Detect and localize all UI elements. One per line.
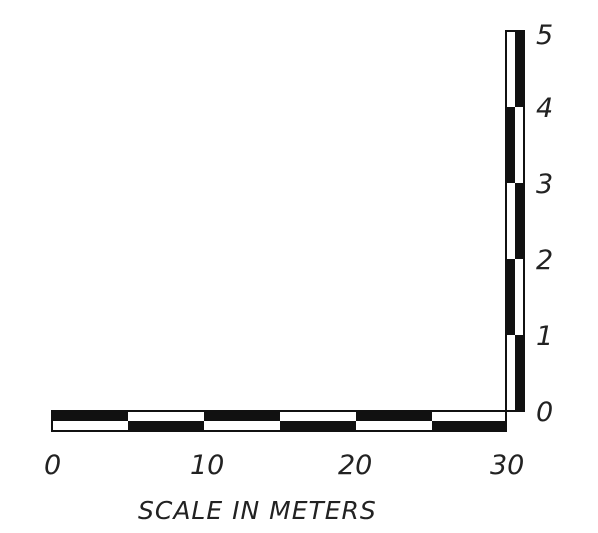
h-seg-1-top — [52, 411, 128, 421]
v-tick-label-5: 5 — [536, 20, 553, 51]
v-tick-label-2: 2 — [536, 245, 553, 276]
horizontal-scale-bar — [51, 410, 507, 432]
v-seg-1-right — [515, 31, 524, 107]
v-seg-5-right — [515, 335, 524, 411]
h-tick-label-10: 10 — [190, 450, 224, 481]
v-tick-label-1: 1 — [536, 321, 553, 352]
h-tick-label-20: 20 — [338, 450, 372, 481]
h-seg-2-bottom — [128, 421, 204, 431]
vertical-scale-bar — [505, 30, 525, 412]
h-tick-label-30: 30 — [490, 450, 524, 481]
h-seg-4-bottom — [280, 421, 356, 431]
v-tick-label-0: 0 — [536, 397, 553, 428]
v-tick-label-4: 4 — [536, 93, 553, 124]
h-seg-5-top — [356, 411, 432, 421]
v-seg-2-left — [506, 107, 515, 183]
h-seg-3-top — [204, 411, 280, 421]
v-seg-3-right — [515, 183, 524, 259]
scale-caption: SCALE IN METERS — [138, 496, 377, 525]
v-seg-4-left — [506, 259, 515, 335]
h-tick-label-0: 0 — [44, 450, 61, 481]
h-seg-6-bottom — [432, 421, 506, 431]
v-tick-label-3: 3 — [536, 169, 553, 200]
